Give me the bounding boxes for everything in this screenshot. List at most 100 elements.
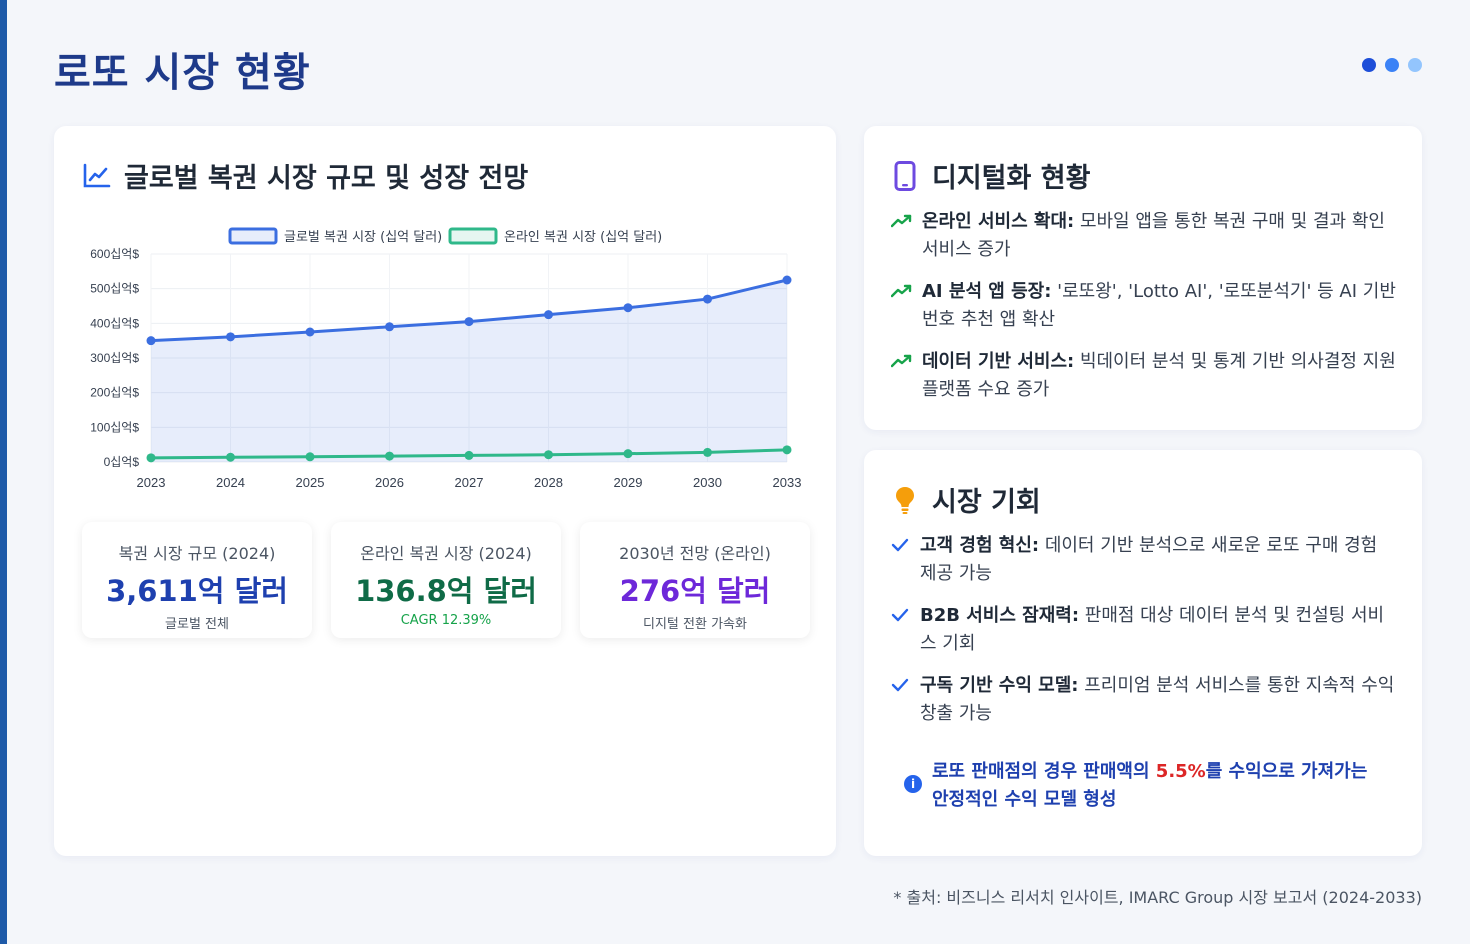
list-item: 온라인 서비스 확대: 모바일 앱을 통한 복권 구매 및 결과 확인 서비스 … <box>890 208 1400 264</box>
y-tick-label: 0십억$ <box>104 455 140 469</box>
list-item: B2B 서비스 잠재력: 판매점 대상 데이터 분석 및 컨설팅 서비스 기회 <box>888 602 1398 658</box>
item-text: 빅데이터 분석 및 통계 기반 의사결정 지원 플랫폼 수요 증가 <box>922 351 1396 400</box>
note-highlight: 5.5% <box>1155 761 1206 782</box>
opportunity-card-header: 시장 기회 <box>890 480 1041 519</box>
stat-sub: 글로벌 전체 <box>165 617 229 632</box>
item-title: 온라인 서비스 확대: <box>922 211 1075 232</box>
item-text: 프리미엄 분석 서비스를 통한 지속적 수익 창출 가능 <box>920 675 1395 724</box>
list-item: AI 분석 앱 등장: '로또왕', 'Lotto AI', '로또분석기' 등… <box>890 278 1400 334</box>
stat-sub: CAGR 12.39% <box>400 613 492 628</box>
legend-swatch <box>448 227 498 245</box>
data-point <box>226 332 235 342</box>
stat-label: 2030년 전망 (온라인) <box>619 544 771 563</box>
digitalization-card: 디지털화 현황 온라인 서비스 확대: 모바일 앱을 통한 복권 구매 및 결과… <box>864 126 1422 430</box>
x-tick-label: 2029 <box>614 475 643 490</box>
trend-up-icon <box>890 208 914 228</box>
trend-up-icon <box>890 278 914 298</box>
x-tick-label: 2033 <box>773 475 802 490</box>
stat-value: 136.8억 달러 <box>355 574 537 608</box>
item-text: 판매점 대상 데이터 분석 및 컨설팅 서비스 기회 <box>920 605 1385 654</box>
slide-dot-2[interactable] <box>1385 58 1399 72</box>
opportunity-list: 고객 경험 혁신: 데이터 기반 분석으로 새로운 로또 구매 경험 제공 가능… <box>888 532 1398 742</box>
data-point <box>703 447 712 457</box>
stat-card-online: 온라인 복권 시장 (2024) 136.8억 달러 CAGR 12.39% <box>331 522 561 638</box>
legend-swatch <box>228 227 278 245</box>
data-point <box>305 327 315 337</box>
lightbulb-icon <box>890 485 920 515</box>
data-point <box>385 322 394 332</box>
data-point <box>464 317 474 327</box>
stat-card-forecast: 2030년 전망 (온라인) 276억 달러 디지털 전환 가속화 <box>580 522 810 638</box>
info-icon: i <box>904 775 922 793</box>
item-text: 데이터 기반 분석으로 새로운 로또 구매 경험 제공 가능 <box>920 535 1378 584</box>
x-tick-label: 2028 <box>534 475 563 490</box>
trend-up-icon <box>890 348 914 368</box>
y-tick-label: 200십억$ <box>90 386 139 400</box>
chart-line-icon <box>82 161 112 191</box>
stat-card-total: 복권 시장 규모 (2024) 3,611억 달러 글로벌 전체 <box>82 522 312 638</box>
y-tick-label: 400십억$ <box>90 316 139 330</box>
note-text: 로또 판매점의 경우 판매액의 <box>932 761 1156 782</box>
data-point <box>623 449 633 459</box>
check-icon <box>888 532 912 552</box>
stat-value: 3,611억 달러 <box>106 574 288 608</box>
item-text: '로또왕', 'Lotto AI', '로또분석기' 등 AI 기반 번호 추천… <box>922 281 1396 330</box>
slide-indicator <box>1362 58 1422 72</box>
data-point <box>544 450 553 460</box>
source-note: * 출처: 비즈니스 리서치 인사이트, IMARC Group 시장 보고서 … <box>893 888 1422 907</box>
item-title: 구독 기반 수익 모델: <box>920 675 1079 696</box>
x-tick-label: 2030 <box>693 475 722 490</box>
list-item: 구독 기반 수익 모델: 프리미엄 분석 서비스를 통한 지속적 수익 창출 가… <box>888 672 1398 728</box>
data-point <box>782 445 792 455</box>
digitalization-card-title: 디지털화 현황 <box>932 163 1091 194</box>
list-item: 고객 경험 혁신: 데이터 기반 분석으로 새로운 로또 구매 경험 제공 가능 <box>888 532 1398 588</box>
x-tick-label: 2027 <box>455 475 484 490</box>
y-tick-label: 100십억$ <box>90 420 139 434</box>
item-text: 모바일 앱을 통한 복권 구매 및 결과 확인 서비스 증가 <box>922 211 1385 260</box>
item-title: 데이터 기반 서비스: <box>922 351 1075 372</box>
stat-value: 276억 달러 <box>619 574 771 608</box>
data-point <box>146 336 156 346</box>
item-title: AI 분석 앱 등장: <box>922 281 1052 302</box>
mobile-phone-icon <box>890 160 920 191</box>
page-title: 로또 시장 현황 <box>54 50 311 96</box>
market-size-card-title: 글로벌 복권 시장 규모 및 성장 전망 <box>124 163 529 194</box>
left-accent-bar <box>0 0 7 944</box>
data-point <box>385 451 394 461</box>
series-area-1 <box>151 280 787 462</box>
data-point <box>305 452 315 462</box>
data-point <box>226 452 235 462</box>
slide-dot-3[interactable] <box>1408 58 1422 72</box>
data-point <box>782 275 792 285</box>
data-point <box>544 310 553 320</box>
digitalization-card-header: 디지털화 현황 <box>890 156 1090 195</box>
item-title: 고객 경험 혁신: <box>920 535 1040 556</box>
opportunity-card: 시장 기회 고객 경험 혁신: 데이터 기반 분석으로 새로운 로또 구매 경험… <box>864 450 1422 856</box>
y-tick-label: 600십억$ <box>90 247 139 261</box>
opportunity-card-title: 시장 기회 <box>932 487 1041 518</box>
market-line-chart: 글로벌 복권 시장 (십억 달러) 온라인 복권 시장 (십억 달러) 0십억$ 1… <box>90 227 802 490</box>
data-point <box>703 294 712 304</box>
legend-label: 글로벌 복권 시장 (십억 달러) <box>284 230 442 245</box>
item-title: B2B 서비스 잠재력: <box>920 605 1080 626</box>
stat-label: 온라인 복권 시장 (2024) <box>360 544 532 563</box>
data-point <box>623 303 633 313</box>
list-item: 데이터 기반 서비스: 빅데이터 분석 및 통계 기반 의사결정 지원 플랫폼 … <box>890 348 1400 404</box>
slide-dot-1[interactable] <box>1362 58 1376 72</box>
check-icon <box>888 602 912 622</box>
note-text-end: 를 수익으로 가져가는 안정적인 수익 모델 형성 <box>932 761 1368 810</box>
digitalization-list: 온라인 서비스 확대: 모바일 앱을 통한 복권 구매 및 결과 확인 서비스 … <box>890 208 1400 418</box>
x-tick-label: 2025 <box>296 475 325 490</box>
legend-label: 온라인 복권 시장 (십억 달러) <box>504 230 662 245</box>
data-point <box>464 450 474 460</box>
y-tick-label: 300십억$ <box>90 351 139 365</box>
revenue-note: i 로또 판매점의 경우 판매액의 5.5%를 수익으로 가져가는 안정적인 수… <box>904 758 1384 814</box>
check-icon <box>888 672 912 692</box>
data-point <box>146 453 156 463</box>
stat-sub: 디지털 전환 가속화 <box>643 617 747 632</box>
x-tick-label: 2024 <box>216 475 245 490</box>
market-size-card: 글로벌 복권 시장 규모 및 성장 전망 글로벌 복권 시장 (십억 달러) 온라… <box>54 126 836 856</box>
x-tick-label: 2026 <box>375 475 404 490</box>
stat-label: 복권 시장 규모 (2024) <box>118 544 276 563</box>
y-tick-label: 500십억$ <box>90 282 139 296</box>
